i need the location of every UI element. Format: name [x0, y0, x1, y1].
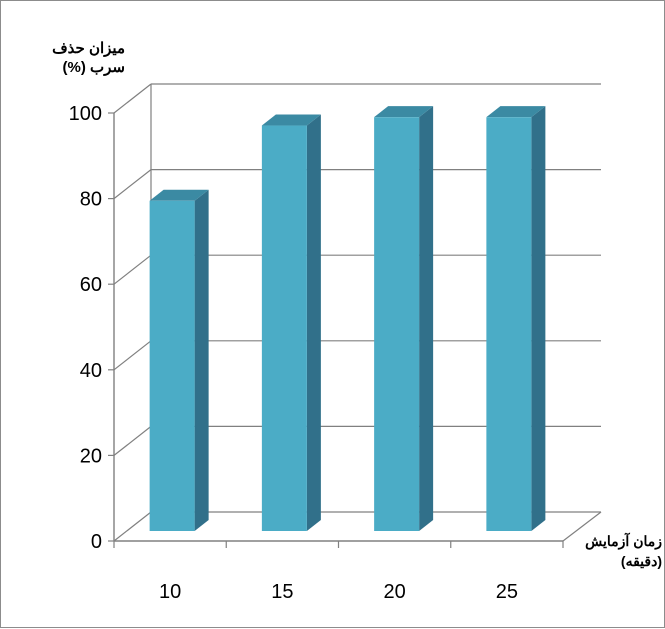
y-tick-label: 0 — [91, 531, 102, 553]
gridline-side-40 — [113, 340, 152, 371]
x-tick-label: 20 — [384, 581, 406, 603]
bar-top-10 — [149, 189, 209, 201]
gridline-side-0 — [113, 511, 152, 542]
x-tick-label: 25 — [496, 581, 518, 603]
gridline-side-80 — [113, 169, 152, 200]
x-axis-title-line-1: زمان آزمایش — [585, 533, 662, 549]
gridline-side-60 — [113, 254, 152, 285]
y-tick-label: 20 — [80, 445, 102, 467]
bar-side-10 — [194, 189, 209, 531]
y-tick-label: 40 — [80, 360, 102, 382]
x-axis-title-line-2: (دقیقه) — [620, 553, 662, 569]
bar-side-15 — [306, 114, 321, 531]
x-axis-title: زمان آزمایش (دقیقه) — [556, 531, 662, 571]
bar-top-25 — [486, 106, 546, 118]
bar-top-15 — [261, 114, 321, 126]
x-tick-labels: 10 15 20 25 — [159, 581, 518, 603]
bar-25 — [486, 117, 532, 532]
gridline-side-100 — [113, 83, 152, 114]
y-tick-label: 80 — [80, 189, 102, 211]
bar-15 — [261, 125, 307, 531]
bar-20 — [374, 117, 420, 532]
floor-right-edge — [562, 511, 602, 542]
bar-10 — [149, 200, 195, 531]
x-tick-label: 15 — [271, 581, 293, 603]
axes — [108, 112, 602, 548]
y-tick-label: 60 — [80, 274, 102, 296]
y-axis-title-line-2: سرب (%) — [62, 59, 125, 76]
bar-side-25 — [531, 106, 546, 532]
gridline-side-20 — [113, 425, 152, 456]
bars — [149, 106, 546, 532]
y-tick-label: 100 — [69, 103, 102, 125]
bar-side-20 — [419, 106, 434, 532]
bar-top-20 — [374, 106, 434, 118]
x-tick-label: 10 — [159, 581, 181, 603]
y-tick-labels: 0 20 40 60 80 100 — [69, 103, 102, 553]
y-axis-title-line-1: میزان حذف — [52, 40, 125, 57]
y-axis-title: میزان حذف سرب (%) — [15, 39, 125, 77]
